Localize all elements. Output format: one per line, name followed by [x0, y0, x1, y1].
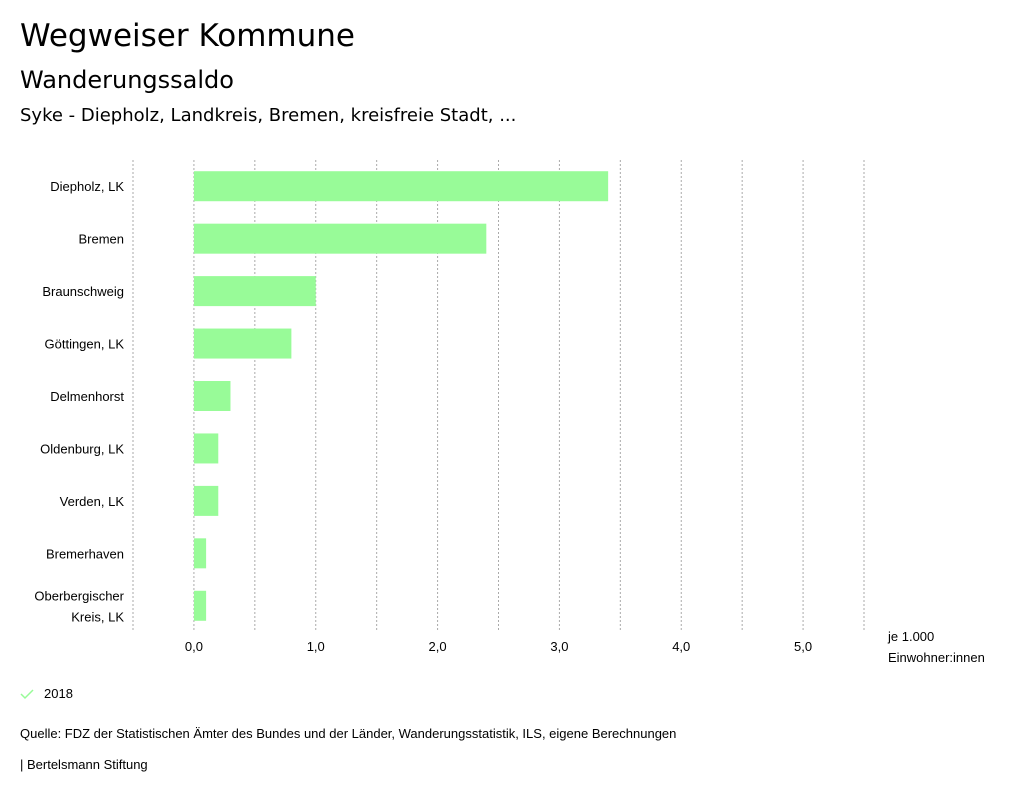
bar-3	[193, 328, 292, 359]
category-label: Verden, LK	[60, 494, 125, 509]
bar-5	[193, 433, 219, 464]
x-axis-label: Einwohner:innen	[888, 650, 985, 665]
bar-chart: Diepholz, LK Bremen Braunschweig Göttingen,…	[34, 160, 985, 665]
category-label: Kreis, LK	[71, 609, 124, 624]
x-tick-label: 4,0	[672, 639, 690, 654]
legend-label: 2018	[44, 686, 73, 701]
source-note: Quelle: FDZ der Statistischen Ämter des …	[20, 726, 677, 741]
category-label: Bremen	[78, 232, 124, 247]
check-icon	[20, 688, 34, 699]
x-tick-label: 0,0	[185, 639, 203, 654]
x-tick-label: 3,0	[550, 639, 568, 654]
x-tick-label: 5,0	[794, 639, 812, 654]
bar-1	[193, 223, 487, 254]
category-label: Oldenburg, LK	[40, 441, 124, 456]
category-label: Bremerhaven	[46, 546, 124, 561]
page-title: Wegweiser Kommune	[20, 18, 355, 54]
bar-0	[193, 171, 609, 202]
legend-item-2018[interactable]: 2018	[20, 686, 73, 701]
category-label: Diepholz, LK	[50, 179, 124, 194]
x-tick-label: 2,0	[429, 639, 447, 654]
chart-subtitle: Wanderungssaldo	[20, 66, 234, 94]
category-label: Oberbergischer	[34, 588, 124, 603]
category-label: Delmenhorst	[50, 389, 124, 404]
category-label: Braunschweig	[42, 284, 124, 299]
bar-4	[193, 381, 231, 411]
brand-note: | Bertelsmann Stiftung	[20, 757, 148, 772]
bar-2	[193, 276, 316, 307]
bar-6	[193, 485, 219, 516]
x-axis-label: je 1.000	[887, 629, 934, 644]
category-label: Göttingen, LK	[45, 337, 125, 352]
bar-7	[193, 538, 207, 569]
x-tick-label: 1,0	[307, 639, 325, 654]
bar-8	[193, 590, 207, 621]
region-label: Syke - Diepholz, Landkreis, Bremen, krei…	[20, 105, 517, 126]
